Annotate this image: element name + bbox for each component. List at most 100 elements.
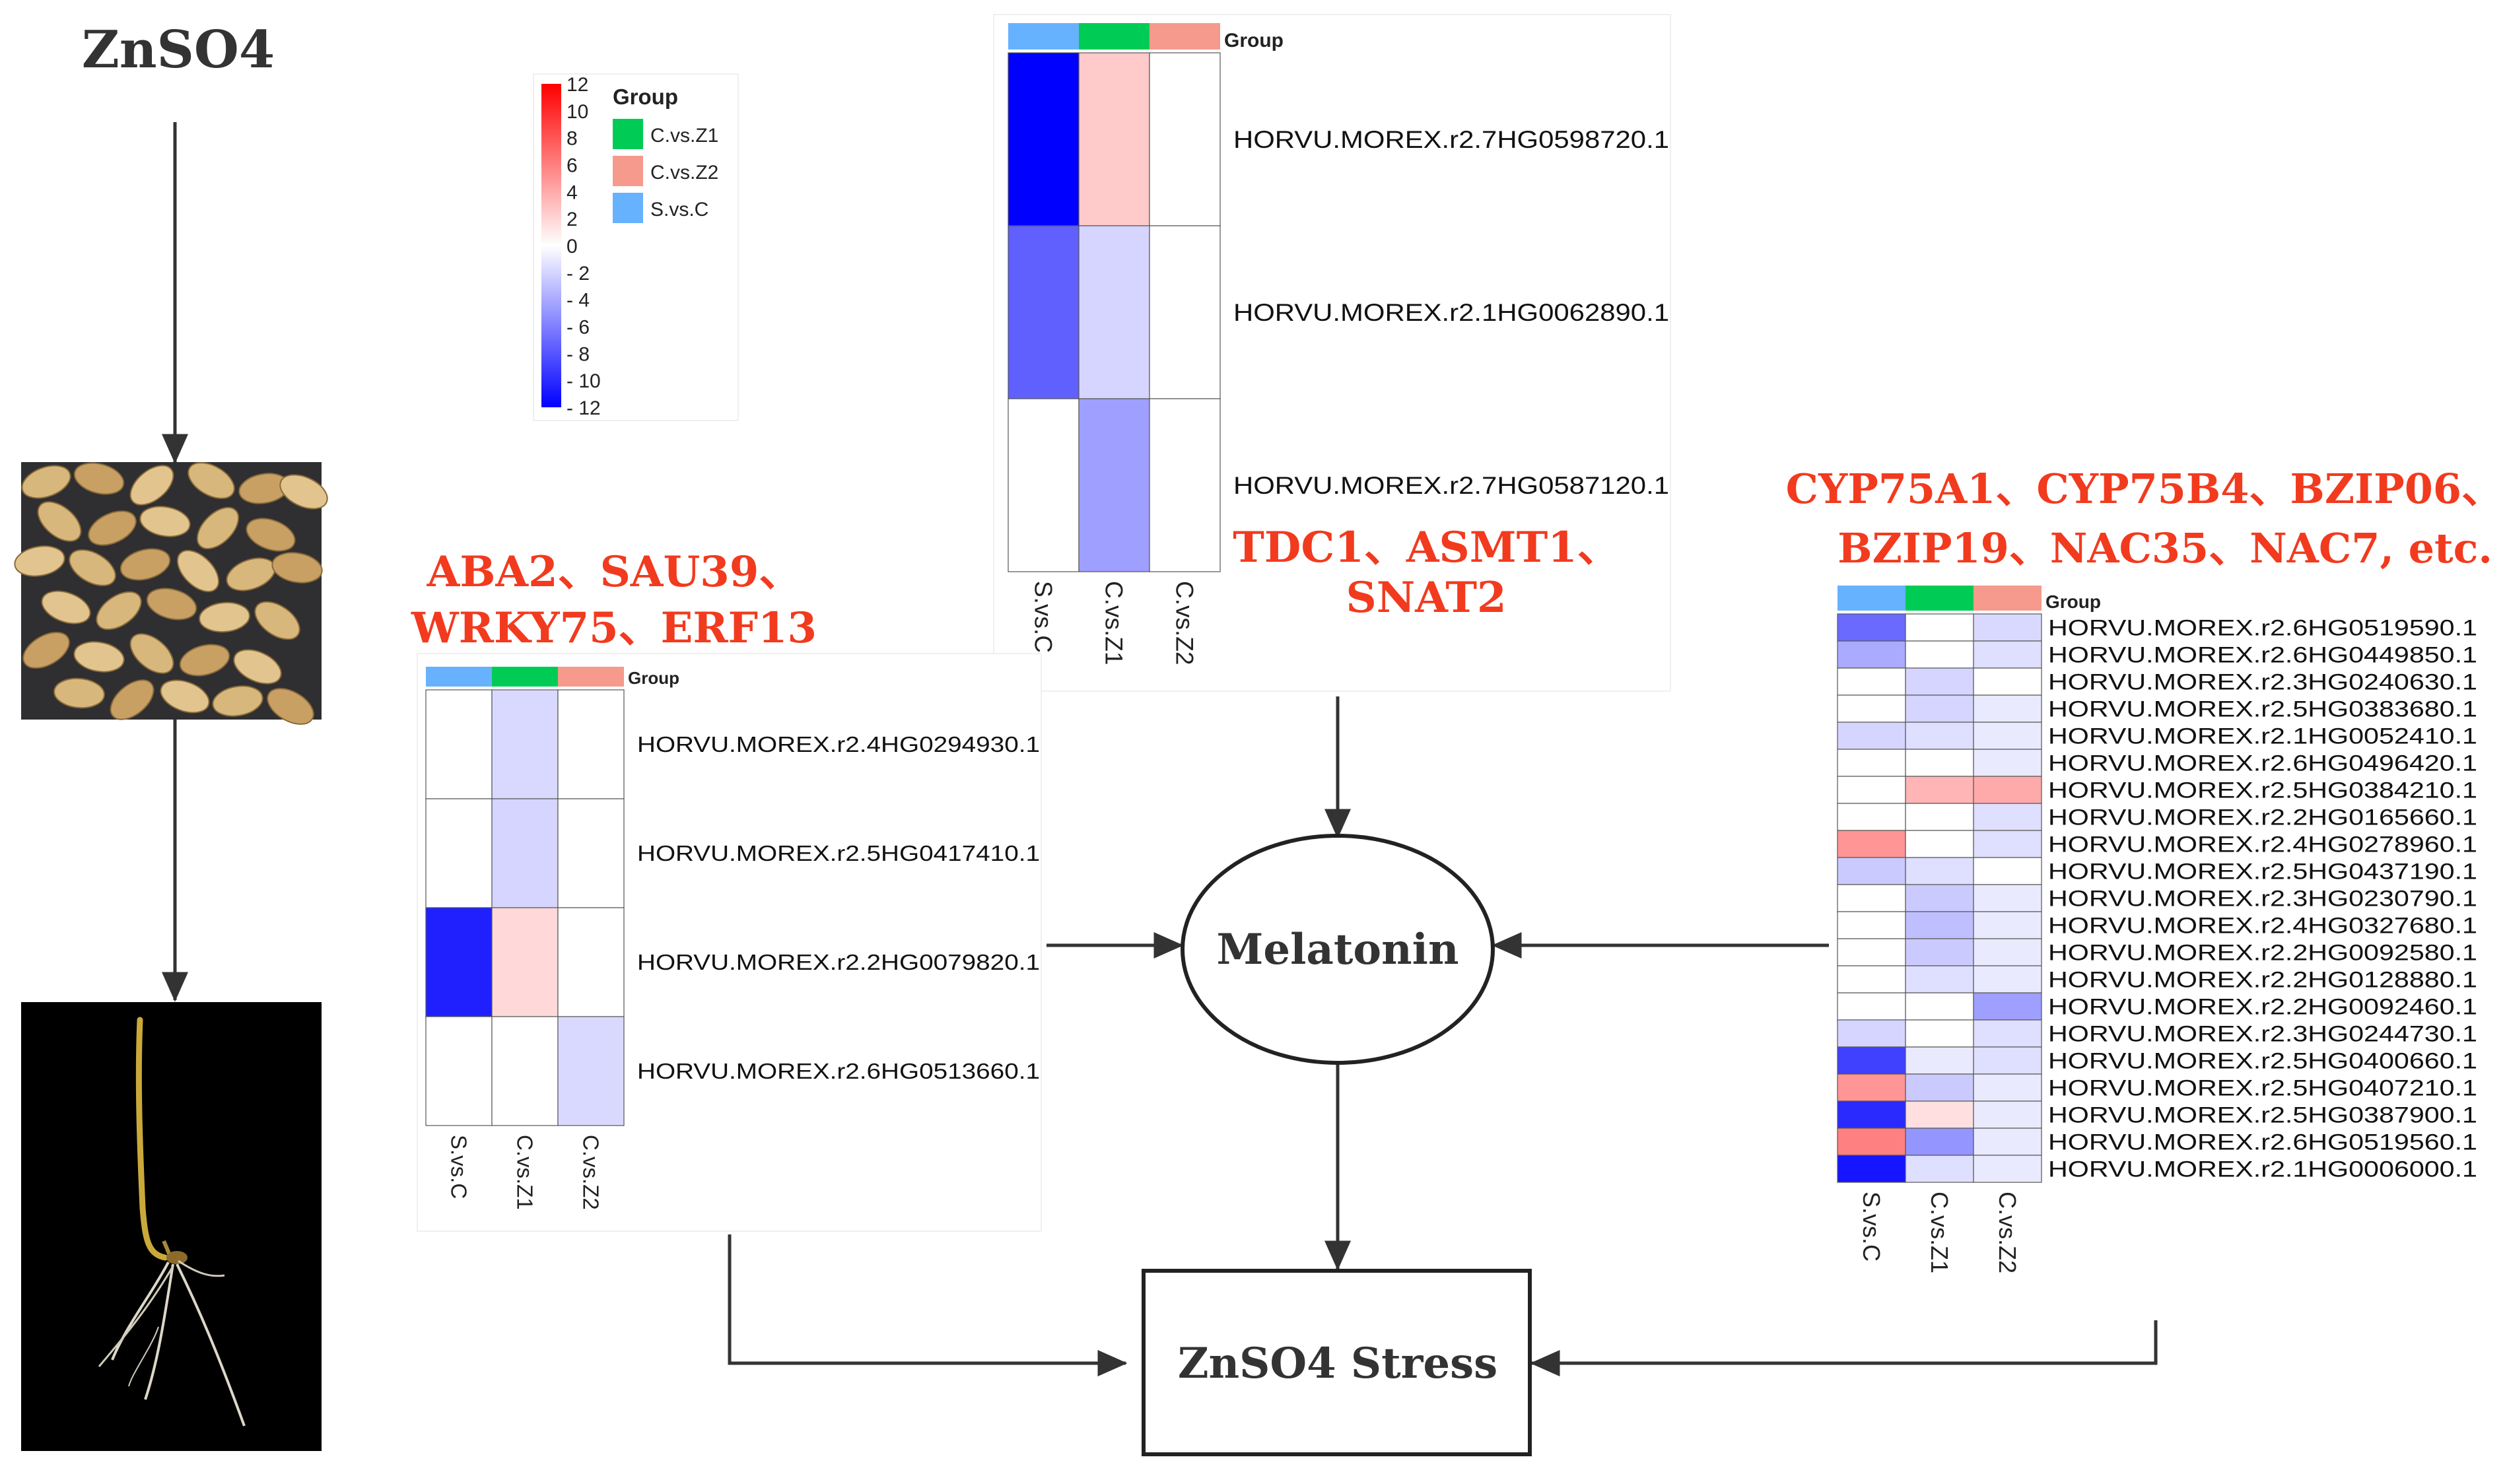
heatmap-cell bbox=[1905, 803, 1974, 831]
heatmap-cell bbox=[1837, 1073, 1906, 1102]
heatmap-cell bbox=[425, 689, 493, 799]
gene-label: HORVU.MOREX.r2.5HG0387900.1 bbox=[2048, 1102, 2477, 1128]
group-bar-cell bbox=[1008, 23, 1079, 50]
heatmap-cell bbox=[1905, 613, 1974, 642]
group-bar-cell bbox=[426, 667, 492, 687]
legend-label: S.vs.C bbox=[650, 199, 708, 220]
heatmap-cell bbox=[1837, 992, 1906, 1021]
heatmap-cell bbox=[557, 1016, 625, 1126]
seed-grain bbox=[160, 679, 210, 714]
left-gene-title-line1: ABA2、SAU39、 bbox=[427, 547, 802, 597]
column-label: C.vs.Z2 bbox=[1171, 581, 1198, 665]
heatmap-cell bbox=[491, 689, 559, 799]
legend-label: C.vs.Z2 bbox=[650, 162, 718, 184]
heatmap-cell bbox=[1837, 1046, 1906, 1075]
seedling-photo bbox=[21, 1002, 322, 1451]
heatmap-cell bbox=[425, 1016, 493, 1126]
gene-label: HORVU.MOREX.r2.6HG0519560.1 bbox=[2048, 1130, 2477, 1155]
heatmap-cell bbox=[1973, 992, 2042, 1021]
heatmap-cell bbox=[1837, 776, 1906, 804]
heatmap-cell bbox=[1837, 749, 1906, 777]
gene-label: HORVU.MOREX.r2.6HG0449850.1 bbox=[2048, 642, 2477, 667]
gene-label: HORVU.MOREX.r2.5HG0407210.1 bbox=[2048, 1075, 2477, 1100]
scale-label: - 12 bbox=[567, 397, 601, 419]
seed-grain bbox=[110, 679, 155, 720]
heatmap-cell bbox=[1905, 1128, 1974, 1156]
heatmap-cell bbox=[1973, 1155, 2042, 1183]
seed-grain bbox=[73, 641, 125, 673]
seed-grain bbox=[146, 588, 197, 621]
seed-grain bbox=[53, 677, 105, 709]
heatmap-cell bbox=[1837, 640, 1906, 669]
heatmap-cell bbox=[1973, 965, 2042, 994]
seed-grain bbox=[129, 465, 174, 506]
heatmap-cell bbox=[1837, 613, 1906, 642]
heatmap-cell bbox=[557, 907, 625, 1017]
seed-grain bbox=[139, 506, 191, 537]
top-gene-title-line1: TDC1、ASMT1、 bbox=[1233, 523, 1620, 572]
heatmap-cell bbox=[1078, 225, 1150, 399]
group-bar-cell bbox=[1837, 586, 1906, 611]
heatmap-cell bbox=[1078, 398, 1150, 572]
seed-grain bbox=[129, 633, 174, 674]
heatmap-cell bbox=[1837, 803, 1906, 831]
heatmap-cell bbox=[1837, 694, 1906, 723]
seed-grain bbox=[188, 462, 235, 499]
gene-label: HORVU.MOREX.r2.1HG0052410.1 bbox=[2048, 724, 2477, 749]
heatmap-cell bbox=[1973, 1128, 2042, 1156]
column-label: S.vs.C bbox=[1030, 581, 1057, 653]
scale-label: 12 bbox=[567, 74, 588, 96]
scale-label: 6 bbox=[567, 155, 578, 177]
heatmap-cell bbox=[1905, 857, 1974, 885]
column-label: C.vs.Z1 bbox=[1926, 1192, 1953, 1273]
top-gene-title-line2: SNAT2 bbox=[1346, 573, 1507, 623]
heatmap-cell bbox=[1905, 776, 1974, 804]
scale-label: - 4 bbox=[567, 290, 590, 312]
heatmap-cell bbox=[1905, 884, 1974, 912]
heatmap-cell bbox=[1905, 694, 1974, 723]
heatmap-cell bbox=[1837, 857, 1906, 885]
heatmap-cell bbox=[1973, 1073, 2042, 1102]
heatmap-cell bbox=[1973, 640, 2042, 669]
heatmap-cell bbox=[1149, 398, 1221, 572]
heatmap-cell bbox=[1905, 749, 1974, 777]
seed-grain bbox=[37, 501, 82, 542]
heatmap-cell bbox=[1905, 938, 1974, 966]
heatmap-cell bbox=[1973, 694, 2042, 723]
heatmap-cell bbox=[1973, 776, 2042, 804]
heatmap-cell bbox=[1905, 667, 1974, 696]
seed-grain bbox=[96, 591, 142, 630]
heatmap-group-label: Group bbox=[1224, 30, 1284, 51]
gene-label: HORVU.MOREX.r2.2HG0092460.1 bbox=[2048, 994, 2477, 1019]
legend-swatch bbox=[613, 193, 643, 223]
heatmap-cell bbox=[1008, 398, 1080, 572]
seeds-photo bbox=[14, 462, 328, 725]
heatmap-cell bbox=[1973, 667, 2042, 696]
seed-grain bbox=[246, 518, 296, 552]
heatmap-cell bbox=[491, 798, 559, 908]
seed-grains bbox=[14, 462, 328, 725]
heatmap-cell bbox=[1905, 1019, 1974, 1048]
heatmap-cell bbox=[1905, 992, 1974, 1021]
heatmap-cell bbox=[1973, 722, 2042, 750]
gene-label: HORVU.MOREX.r2.6HG0496420.1 bbox=[2048, 751, 2477, 776]
heatmap-cell bbox=[1837, 830, 1906, 858]
heatmap-cell bbox=[1837, 884, 1906, 912]
left-title: ZnSO4 bbox=[81, 20, 275, 80]
heatmap-cell bbox=[1973, 884, 2042, 912]
seed-grain bbox=[179, 644, 230, 677]
heatmap-cell bbox=[1905, 1046, 1974, 1075]
heatmap-cell bbox=[1973, 1100, 2042, 1129]
column-label: C.vs.Z1 bbox=[512, 1135, 537, 1210]
heatmap-cell bbox=[1837, 938, 1906, 966]
heatmap-cell bbox=[1905, 722, 1974, 750]
column-label: C.vs.Z1 bbox=[1101, 581, 1128, 665]
seed-grain bbox=[88, 510, 137, 546]
legend-swatch bbox=[613, 119, 643, 149]
stress-label: ZnSO4 Stress bbox=[1178, 1339, 1497, 1388]
scale-label: 8 bbox=[567, 128, 578, 150]
seed-grain bbox=[21, 465, 71, 499]
gene-label: HORVU.MOREX.r2.2HG0128880.1 bbox=[2048, 967, 2477, 992]
gene-label: HORVU.MOREX.r2.5HG0383680.1 bbox=[2048, 696, 2477, 722]
seed-grain bbox=[199, 601, 250, 633]
